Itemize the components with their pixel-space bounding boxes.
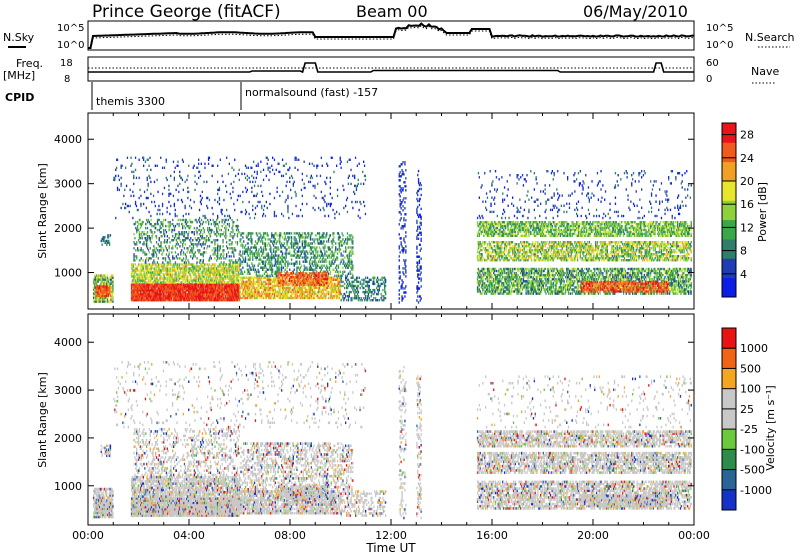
noise-left-tick-low: 10^0: [57, 40, 84, 51]
cpid-segment-1: themis 3300: [96, 95, 165, 108]
date-label: 06/May/2010: [583, 2, 688, 21]
power-cell: [135, 263, 136, 265]
nsearch-label: N.Search: [745, 31, 795, 44]
power-cell: [137, 269, 138, 271]
power-cell: [159, 263, 160, 265]
power-cell: [112, 296, 113, 298]
cpid-segment-2: normalsound (fast) -157: [245, 86, 378, 99]
power-cell: [106, 285, 107, 287]
radar-summary-plot: Prince George (fitACF) Beam 00 06/May/20…: [0, 0, 800, 554]
power-cell: [155, 263, 156, 265]
power-cell: [133, 263, 134, 265]
freq-unit-label: [MHz]: [3, 69, 35, 82]
power-cell: [109, 242, 110, 244]
power-cell: [102, 244, 103, 246]
power-cell: [107, 274, 108, 276]
power-cell: [110, 285, 111, 287]
nave-right-tick-high: 60: [706, 58, 719, 69]
station-title: Prince George (fitACF): [92, 2, 281, 22]
power-cell: [112, 274, 113, 276]
cpid-label: CPID: [5, 91, 34, 104]
noise-right-tick-high: 10^5: [706, 23, 733, 34]
nave-right-tick-low: 0: [706, 74, 712, 85]
noise-right-tick-low: 10^0: [706, 40, 733, 51]
power-cell: [104, 236, 105, 238]
power-cell: [108, 234, 109, 236]
freq-left-tick-high: 18: [60, 58, 73, 69]
power-cell: [105, 276, 106, 278]
beam-label: Beam 00: [356, 2, 428, 21]
power-cell: [110, 234, 111, 236]
freq-left-tick-low: 8: [64, 74, 70, 85]
nave-label: Nave: [751, 65, 779, 78]
power-cell: [144, 269, 145, 271]
nsky-label: N.Sky: [3, 31, 35, 44]
noise-left-tick-high: 10^5: [57, 23, 84, 34]
power-cell: [164, 263, 165, 265]
power-cell: [108, 278, 109, 280]
nsky-trace: [88, 24, 694, 48]
freq-panel-frame: [88, 57, 694, 81]
power-cell: [105, 300, 106, 302]
power-heatmap: [93, 157, 692, 304]
power-cell: [146, 281, 147, 283]
